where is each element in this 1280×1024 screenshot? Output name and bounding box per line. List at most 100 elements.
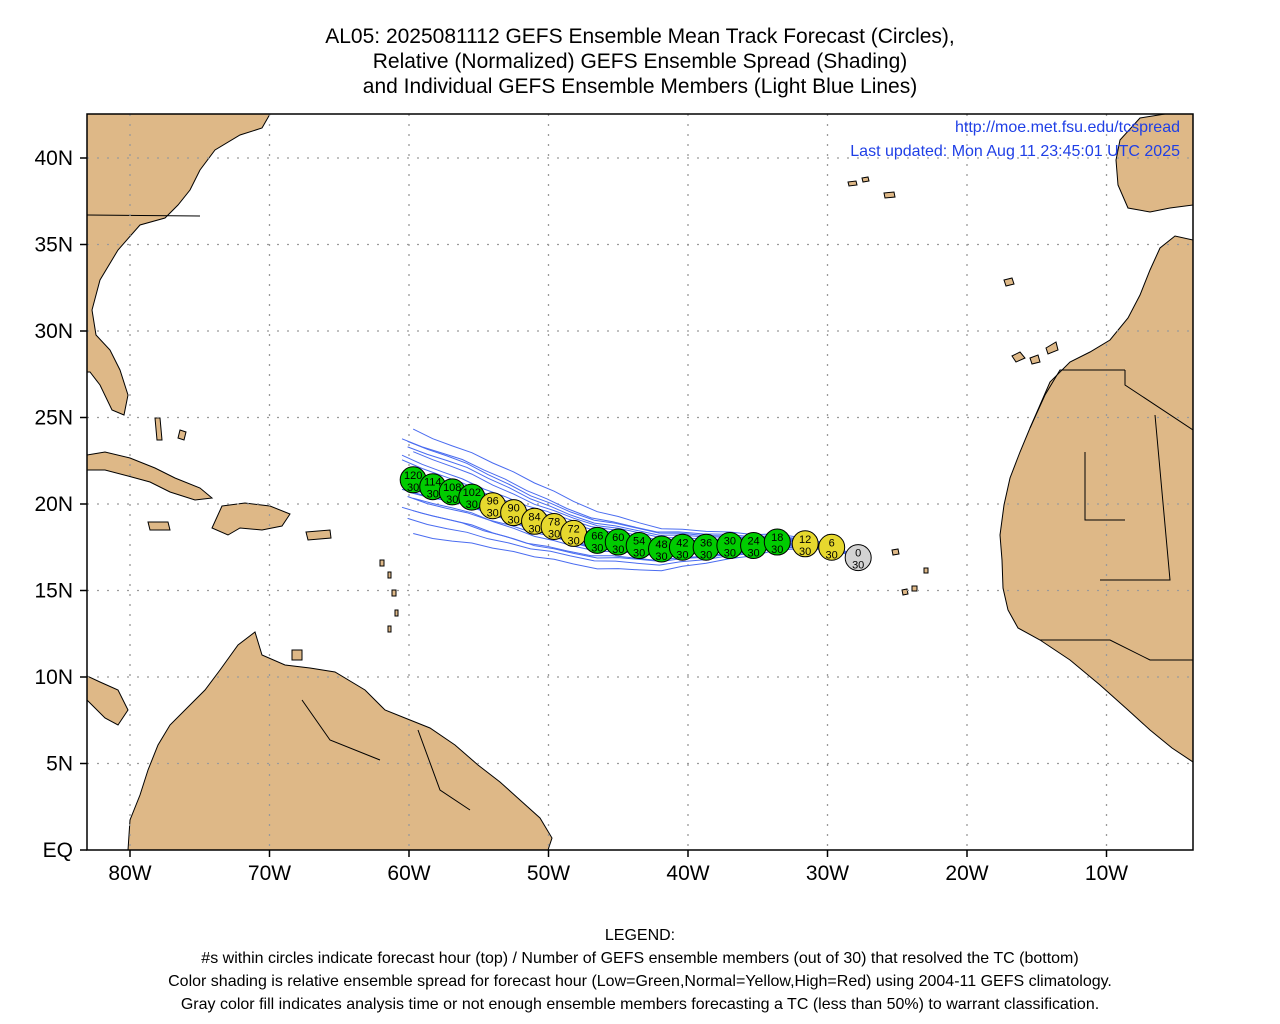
land-madeira (1003, 277, 1015, 287)
land-cape-verde (891, 548, 929, 596)
land-lesser-antilles (379, 559, 399, 633)
x-tick-label: 20W (945, 862, 988, 885)
border-lines (87, 214, 1193, 811)
forecast-hour: 54 (633, 536, 645, 548)
land-puerto-rico (305, 529, 332, 541)
land-canary-islands (1011, 341, 1059, 365)
x-tick-label: 70W (248, 862, 291, 885)
land-central-america (87, 675, 129, 726)
forecast-hour: 48 (655, 539, 667, 551)
forecast-hour: 36 (700, 537, 712, 549)
x-tick-label: 60W (387, 862, 430, 885)
member-count: 30 (567, 535, 579, 547)
member-count: 30 (487, 508, 499, 520)
land-north-america (87, 114, 271, 416)
x-tick-label: 50W (527, 862, 570, 885)
title-line-2: Relative (Normalized) GEFS Ensemble Spre… (372, 50, 908, 73)
legend: LEGEND: #s within circles indicate forec… (0, 924, 1280, 1016)
source-url[interactable]: http://moe.met.fsu.edu/tcspread (955, 119, 1180, 136)
forecast-hour: 102 (463, 487, 481, 499)
y-tick-label: 35N (34, 234, 73, 257)
land-bahamas-2 (177, 429, 187, 441)
land-azores (847, 176, 896, 199)
legend-line-3: Gray color fill indicates analysis time … (180, 996, 1100, 1013)
legend-heading: LEGEND: (604, 927, 676, 944)
member-count: 30 (852, 560, 864, 572)
y-tick-label: 25N (34, 407, 73, 430)
land-jamaica (147, 521, 171, 531)
forecast-hour: 96 (487, 496, 499, 508)
y-tick-label: 30N (34, 320, 73, 343)
x-tick-label: 40W (666, 862, 709, 885)
forecast-hour: 114 (424, 477, 442, 489)
track-point: 630 (818, 533, 846, 561)
forecast-hour: 42 (676, 537, 688, 549)
member-count: 30 (508, 515, 520, 527)
land-cuba (87, 451, 214, 501)
track-circle (763, 528, 791, 556)
member-count: 30 (799, 546, 811, 558)
y-axis: EQ 5N 10N 15N 20N 25N 30N 35N 40N (34, 147, 87, 862)
legend-line-1: #s within circles indicate forecast hour… (201, 950, 1079, 967)
forecast-hour: 24 (747, 536, 759, 548)
land-africa (999, 235, 1193, 763)
forecast-hour: 84 (528, 511, 540, 523)
member-count: 30 (747, 548, 759, 560)
y-tick-label: 10N (34, 666, 73, 689)
y-tick-label: 20N (34, 493, 73, 516)
member-count: 30 (528, 523, 540, 535)
member-count: 30 (633, 548, 645, 560)
x-tick-label: 10W (1085, 862, 1128, 885)
land-iberia (1115, 114, 1193, 213)
forecast-hour: 18 (771, 532, 783, 544)
member-count: 30 (771, 544, 783, 556)
forecast-hour: 78 (548, 516, 560, 528)
member-count: 30 (724, 548, 736, 560)
forecast-hour: 72 (567, 523, 579, 535)
member-count: 30 (427, 489, 439, 501)
member-count: 30 (591, 542, 603, 554)
member-count: 30 (700, 549, 712, 561)
forecast-hour: 60 (612, 532, 624, 544)
chart-title: AL05: 2025081112 GEFS Ensemble Mean Trac… (0, 24, 1280, 99)
y-tick-label: 15N (34, 580, 73, 603)
member-count: 30 (407, 482, 419, 494)
y-tick-label: 5N (46, 753, 73, 776)
member-count: 30 (826, 549, 838, 561)
forecast-hour: 0 (855, 548, 861, 560)
legend-line-2: Color shading is relative ensemble sprea… (168, 973, 1112, 990)
forecast-hour: 30 (724, 536, 736, 548)
x-tick-label: 80W (108, 862, 151, 885)
x-tick-label: 30W (806, 862, 849, 885)
plot-frame (86, 113, 1194, 851)
forecast-hour: 6 (829, 537, 835, 549)
forecast-hour: 12 (799, 534, 811, 546)
last-updated: Last updated: Mon Aug 11 23:45:01 UTC 20… (850, 143, 1180, 160)
track-point: 030 (844, 544, 872, 572)
member-count: 30 (612, 544, 624, 556)
land-trinidad (291, 649, 303, 661)
member-count: 30 (548, 528, 560, 540)
x-axis: 80W 70W 60W 50W 40W 30W 20W 10W (108, 850, 1128, 885)
title-line-1: AL05: 2025081112 GEFS Ensemble Mean Trac… (325, 25, 955, 48)
forecast-hour: 66 (591, 530, 603, 542)
land-south-america (127, 631, 553, 850)
member-count: 30 (446, 494, 458, 506)
y-tick-label: EQ (43, 839, 73, 862)
track-circle (818, 533, 846, 561)
